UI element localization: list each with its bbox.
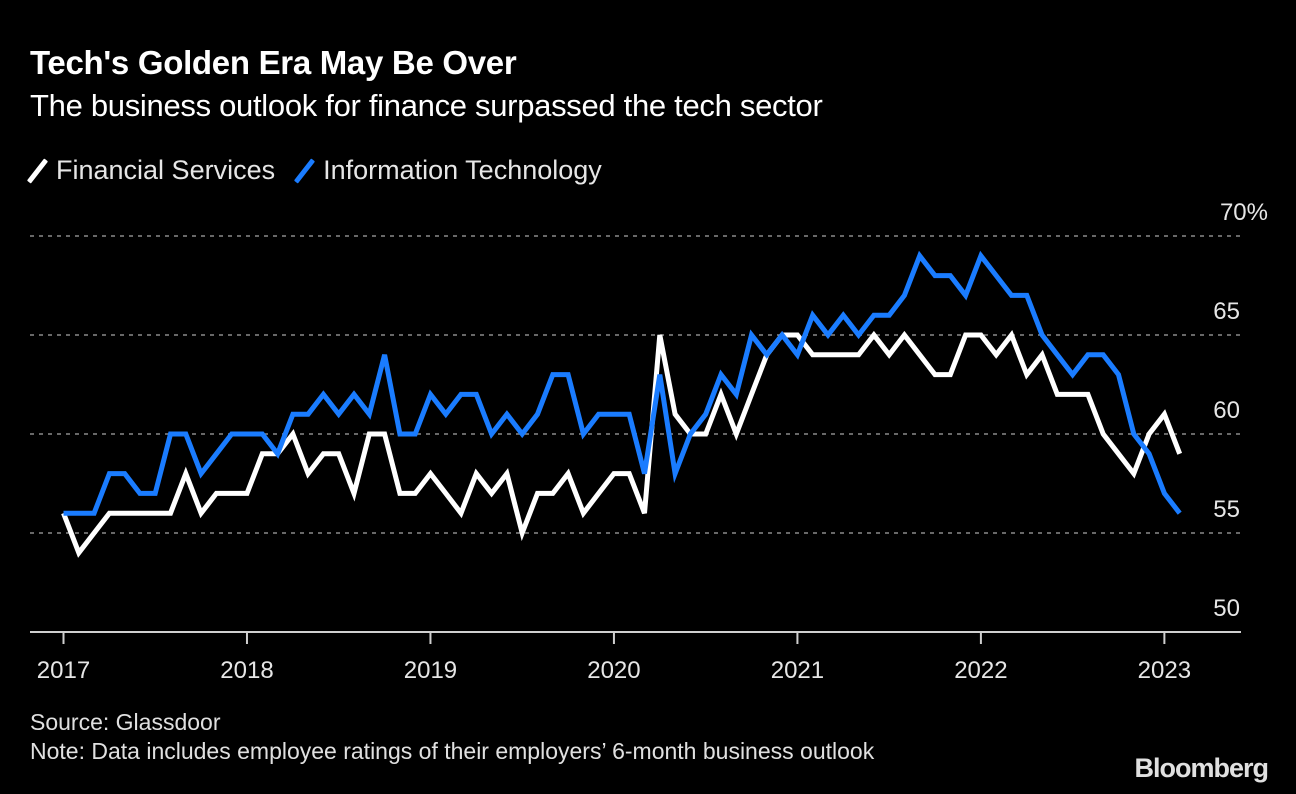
x-tick-label: 2019 xyxy=(404,657,457,684)
y-tick-label: 50 xyxy=(1213,595,1240,622)
chart-subtitle: The business outlook for finance surpass… xyxy=(30,88,823,123)
chart-title: Tech's Golden Era May Be Over xyxy=(30,44,517,81)
y-tick-label: 70% xyxy=(1220,199,1268,226)
x-tick-label: 2022 xyxy=(954,657,1007,684)
source-note: Source: Glassdoor xyxy=(30,709,221,735)
data-note: Note: Data includes employee ratings of … xyxy=(30,738,875,764)
series-line-financial-services xyxy=(61,329,1183,558)
y-tick-label: 55 xyxy=(1213,496,1240,523)
series-lines xyxy=(61,250,1183,558)
x-tick-label: 2021 xyxy=(771,657,824,684)
y-tick-label: 60 xyxy=(1213,397,1240,424)
y-tick-label: 65 xyxy=(1213,298,1240,325)
series-line-information-technology xyxy=(63,250,1182,516)
legend: Financial Services Information Technolog… xyxy=(30,155,624,186)
legend-label: Financial Services xyxy=(56,155,276,185)
y-axis-labels: 50 55 60 65 70% xyxy=(1213,199,1268,622)
legend-item-information-technology: Information Technology xyxy=(297,155,602,186)
x-tick-label: 2018 xyxy=(220,657,273,684)
bloomberg-logo: Bloomberg xyxy=(1134,753,1269,783)
x-tick-label: 2020 xyxy=(587,657,640,684)
legend-item-financial-services: Financial Services xyxy=(30,155,275,186)
x-tick-label: 2017 xyxy=(37,657,90,684)
legend-label: Information Technology xyxy=(323,155,602,185)
x-tick-label: 2023 xyxy=(1138,657,1191,684)
x-axis: 2017 2018 2019 2020 2021 2022 2023 xyxy=(30,631,1241,684)
